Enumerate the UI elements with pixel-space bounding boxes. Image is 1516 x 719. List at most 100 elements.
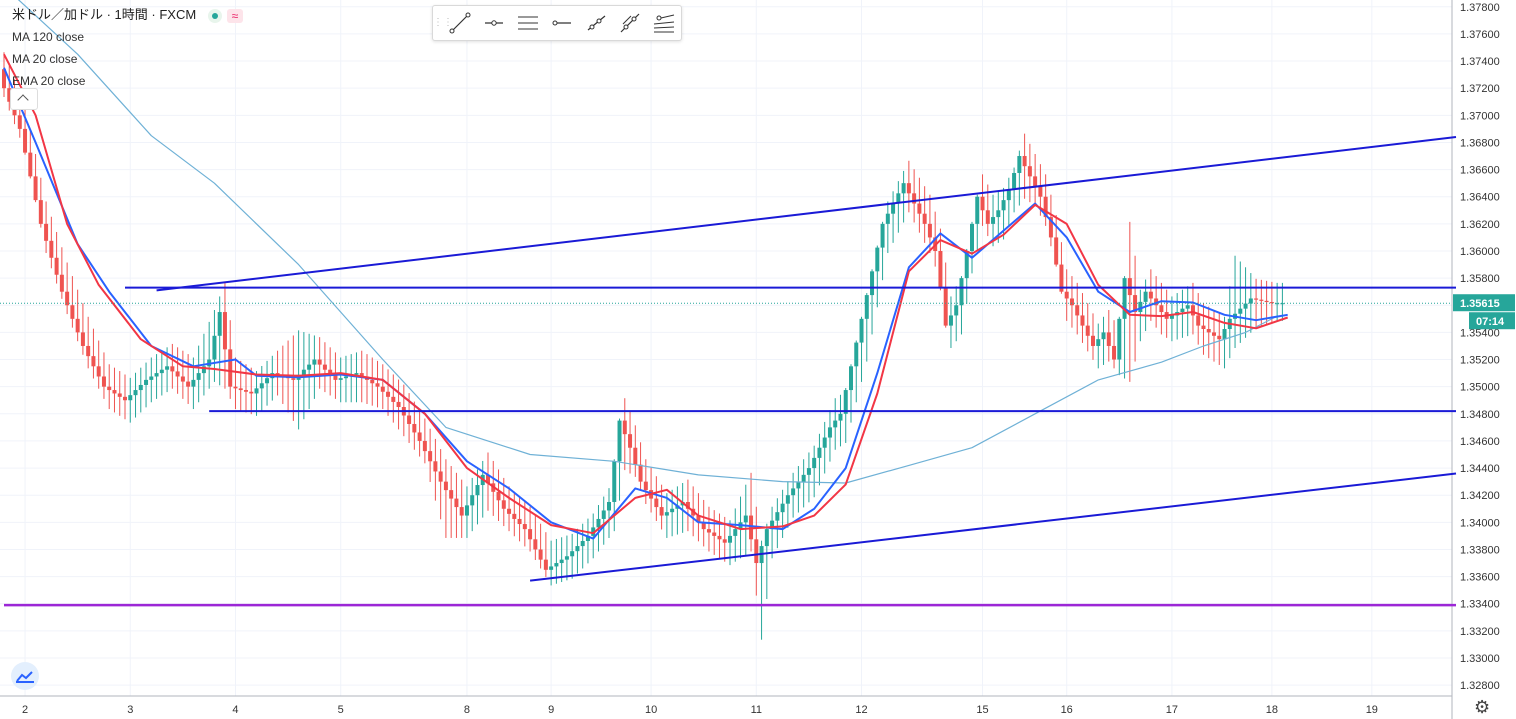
candle-body [291, 378, 296, 380]
candle-body [333, 374, 338, 380]
candle-body [912, 193, 917, 204]
indicator-ma20[interactable]: MA 20 close [12, 52, 78, 66]
candle-body [65, 291, 70, 306]
candle-body [664, 512, 669, 516]
candle-body [496, 491, 501, 501]
candle-body [601, 510, 606, 519]
candle-body [1112, 345, 1117, 360]
candle-body [133, 390, 138, 396]
candle-body [159, 369, 164, 374]
candle-body [1138, 301, 1143, 313]
candle-body [754, 539, 759, 564]
candle-body [412, 423, 417, 433]
indicator-ema20[interactable]: EMA 20 close [12, 74, 86, 88]
candle-body [1064, 291, 1069, 299]
extended-line-icon[interactable] [613, 6, 647, 40]
candle-body [764, 529, 769, 547]
candle-body [443, 481, 448, 491]
candle-body [1106, 332, 1111, 346]
candle-body [212, 335, 217, 360]
candle-body [407, 415, 412, 424]
chart-legend: 米ドル／加ドル · 1時間 · FXCM ≈ MA 120 close MA 2… [12, 4, 243, 92]
candle-body [91, 356, 96, 367]
candle-body [564, 556, 569, 560]
candle-body [796, 481, 801, 489]
countdown-label: 07:14 [1476, 316, 1505, 328]
price-tick-label: 1.37800 [1460, 2, 1500, 14]
price-tick-label: 1.33800 [1460, 544, 1500, 556]
candle-body [1185, 305, 1190, 309]
trend-line-icon[interactable] [443, 6, 477, 40]
candle-body [275, 373, 280, 375]
candle-body [1248, 298, 1253, 304]
candle-body [28, 152, 33, 177]
candle-body [165, 366, 170, 370]
candle-body [1043, 196, 1048, 218]
candle-body [170, 366, 175, 372]
candle-body [1275, 303, 1280, 305]
candle-body [1001, 200, 1006, 211]
candle-body [875, 247, 880, 272]
candle-body [1054, 237, 1059, 265]
candle-body [980, 196, 985, 211]
candle-body [822, 437, 827, 448]
candle-body [1243, 303, 1248, 309]
horizontal-line-icon[interactable] [545, 6, 579, 40]
candle-body [1254, 298, 1259, 300]
tradingview-logo-icon[interactable] [11, 662, 39, 690]
price-tick-label: 1.37200 [1460, 83, 1500, 95]
candle-body [575, 546, 580, 552]
candle-body [338, 378, 343, 380]
candle-body [175, 371, 180, 377]
candle-body [1033, 176, 1038, 187]
candle-body [1133, 295, 1138, 313]
candle-body [891, 203, 896, 214]
price-tick-label: 1.35400 [1460, 327, 1500, 339]
candle-body [743, 515, 748, 523]
candle-body [1264, 300, 1269, 303]
candle-body [717, 535, 722, 540]
candle-body [922, 213, 927, 224]
candle-body [954, 305, 959, 316]
price-tick-label: 1.33400 [1460, 599, 1500, 611]
candle-body [86, 345, 91, 357]
ray-icon[interactable] [579, 6, 613, 40]
parallel-channel-icon[interactable] [511, 6, 545, 40]
candle-body [38, 200, 43, 224]
candle-body [528, 529, 533, 540]
symbol-title[interactable]: 米ドル／加ドル · 1時間 · FXCM [12, 7, 197, 22]
time-tick-label: 18 [1266, 704, 1278, 716]
time-tick-label: 8 [464, 704, 470, 716]
time-tick-label: 19 [1366, 704, 1378, 716]
indicator-ma120[interactable]: MA 120 close [12, 30, 85, 44]
candle-body [475, 485, 480, 496]
price-tick-label: 1.37400 [1460, 56, 1500, 68]
horizontal-ray-icon[interactable] [477, 6, 511, 40]
candle-body [101, 376, 106, 387]
candle-body [770, 520, 775, 530]
candle-body [1143, 291, 1148, 302]
candle-body [17, 115, 22, 129]
candle-body [343, 376, 348, 379]
candle-body [643, 481, 648, 491]
drag-grip-icon[interactable]: ⋮⋮ [433, 17, 453, 28]
candle-body [948, 315, 953, 326]
candle-body [486, 474, 490, 484]
candle-body [617, 420, 622, 462]
candle-body [1196, 315, 1201, 326]
collapse-legend-button[interactable] [10, 88, 38, 110]
candle-body [454, 498, 459, 508]
candle-body [507, 508, 512, 514]
candle-body [843, 390, 848, 414]
candle-body [996, 210, 1001, 218]
gear-icon[interactable]: ⚙ [1474, 697, 1491, 717]
candle-body [123, 396, 127, 401]
candle-body [1096, 339, 1101, 346]
candle-body [991, 217, 996, 224]
wave-icon[interactable]: ≈ [226, 8, 243, 23]
candle-body [864, 295, 869, 319]
pitchfork-icon[interactable] [647, 6, 681, 40]
candle-body [849, 366, 853, 391]
candle-body [654, 498, 659, 508]
